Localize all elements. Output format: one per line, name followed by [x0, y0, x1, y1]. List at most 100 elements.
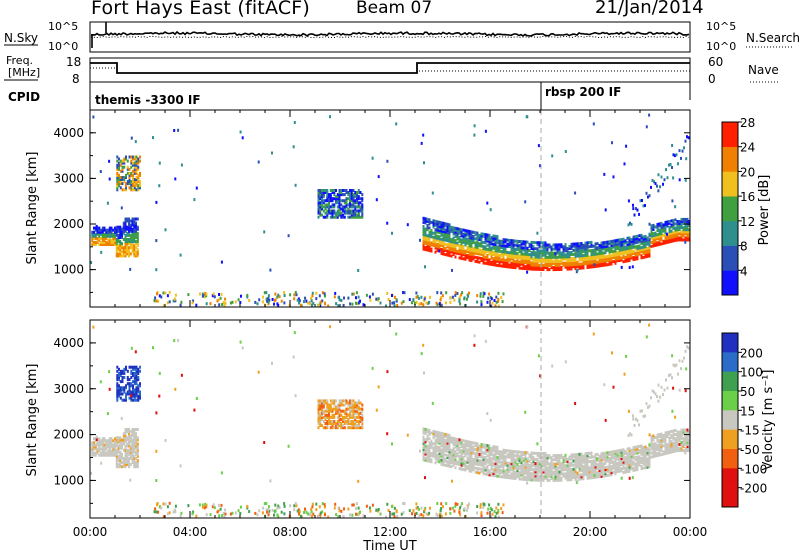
velocity-cell [462, 455, 465, 459]
power-cell [514, 239, 517, 243]
power-cell [540, 268, 543, 271]
power-cell [321, 195, 323, 199]
velocity-cell [331, 422, 334, 426]
velocity-cell [321, 399, 323, 403]
velocity-cell [536, 468, 539, 472]
power-cell [636, 253, 639, 257]
power-cell [440, 243, 443, 247]
velocity-cell [644, 464, 647, 468]
velocity-cell [349, 405, 351, 409]
velocity-cell [580, 465, 583, 468]
power-cell [223, 304, 226, 307]
velocity-cell [112, 449, 115, 453]
velocity-cell [610, 454, 613, 458]
power-cell [578, 264, 581, 268]
power-cell [357, 215, 360, 219]
velocity-cell [680, 428, 683, 432]
velocity-cell [426, 430, 429, 434]
velocity-cell [121, 380, 124, 384]
velocity-cell [506, 453, 509, 457]
power-cell [640, 237, 643, 241]
power-cell [93, 234, 95, 238]
velocity-cell [464, 454, 467, 458]
power-cell [552, 261, 555, 265]
velocity-cell [326, 401, 329, 405]
velocity-cell [124, 440, 127, 444]
power-cell [98, 226, 101, 230]
power-cell [336, 199, 339, 203]
power-cell [450, 246, 453, 250]
power-cell [536, 261, 539, 265]
velocity-cell [136, 448, 139, 452]
power-cell [496, 237, 499, 241]
power-cell [646, 248, 649, 252]
power-cell [520, 250, 523, 254]
power-cell [638, 238, 641, 242]
power-cell [326, 199, 329, 203]
power-cell [490, 252, 493, 256]
power-cell [323, 292, 326, 296]
power-cell [458, 235, 461, 239]
velocity-cell [442, 446, 445, 450]
freq-frame [89, 57, 691, 83]
power-cell [502, 240, 505, 244]
power-cell [562, 257, 565, 261]
velocity-cell [129, 456, 132, 460]
power-cell [122, 252, 125, 256]
power-cell [492, 257, 495, 261]
power-cell [221, 303, 224, 306]
power-cell [570, 267, 573, 271]
velocity-cell [450, 459, 453, 463]
velocity-cell [335, 426, 337, 430]
power-cell [468, 242, 471, 246]
velocity-cell [500, 450, 503, 454]
power-cells [90, 113, 691, 308]
power-cell [612, 260, 615, 264]
power-cell [133, 161, 136, 165]
power-cell [590, 253, 593, 257]
power-cell [518, 262, 521, 266]
power-cell [634, 257, 637, 261]
power-cell [340, 203, 343, 207]
power-cell [479, 294, 482, 298]
power-cell [108, 159, 111, 163]
power-cell [324, 302, 326, 306]
velocity-cell [630, 452, 633, 456]
velocity-cell [554, 470, 557, 474]
velocity-cell [566, 470, 569, 474]
velocity-cell [133, 465, 136, 469]
velocity-cell [618, 461, 621, 465]
velocity-cell [139, 382, 141, 386]
velocity-cell [342, 418, 344, 421]
power-cell [133, 233, 136, 237]
velocity-cell [530, 451, 533, 455]
power-cell [133, 178, 136, 181]
velocity-cell [335, 409, 337, 413]
velocity-cell [350, 407, 353, 411]
velocity-cell [538, 451, 541, 455]
power-cell [458, 227, 461, 231]
power-cell [135, 254, 137, 258]
power-cell [432, 237, 435, 241]
velocity-cell [534, 478, 537, 482]
power-cell [676, 222, 679, 225]
velocity-cell [219, 507, 222, 511]
power-cell [554, 252, 557, 256]
power-cell [93, 236, 95, 240]
velocity-cell [426, 449, 429, 452]
velocity-cell [100, 447, 102, 451]
velocity-cell [424, 450, 427, 454]
power-cell [658, 236, 661, 240]
power-cell [434, 223, 437, 227]
power-cell [440, 225, 443, 229]
power-cell [103, 236, 106, 240]
velocity-cell [528, 463, 531, 467]
power-cell [626, 245, 629, 248]
velocity-cell [444, 447, 447, 451]
velocity-cell [494, 457, 497, 461]
velocity-cell [530, 453, 533, 457]
power-cell [240, 294, 242, 298]
power-cell [506, 259, 509, 263]
velocity-cell [522, 467, 525, 471]
velocity-cell [137, 388, 140, 392]
